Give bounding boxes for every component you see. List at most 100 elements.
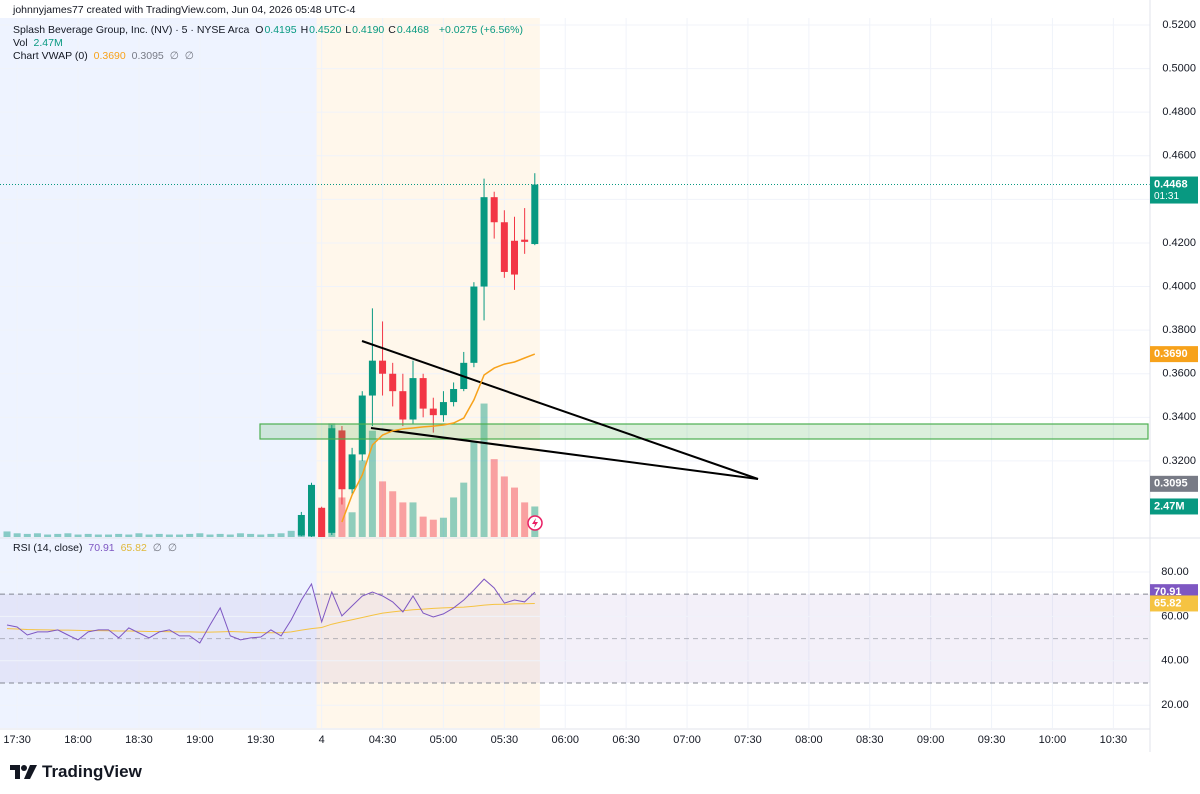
volume-bar <box>500 476 508 537</box>
x-tick-label: 08:00 <box>795 734 823 746</box>
volume-bar <box>490 459 498 537</box>
x-tick-label: 06:30 <box>612 734 640 746</box>
trend-line <box>361 340 759 480</box>
brand: TradingView <box>10 762 142 782</box>
volume-bar <box>419 516 427 537</box>
volume-bar <box>176 534 184 537</box>
candle-body <box>348 454 356 490</box>
volume-bar <box>74 534 82 537</box>
volume-layer <box>3 403 539 537</box>
volume-bar <box>439 517 447 537</box>
volume-bar <box>338 497 346 537</box>
volume-bar <box>247 533 255 537</box>
last-price-tag <box>1150 176 1198 204</box>
volume-bar <box>399 502 407 537</box>
volume-value: 2.47M <box>33 37 63 49</box>
ohlc-value: 0.4195 <box>264 24 297 36</box>
candle-body <box>389 373 397 392</box>
y-tick-label: 0.5000 <box>1162 62 1196 74</box>
x-tick-label: 18:00 <box>64 734 92 746</box>
volume-bar <box>206 534 214 537</box>
change: +0.0275 (+6.56%) <box>438 24 523 36</box>
y-tick-label: 0.4800 <box>1162 106 1196 118</box>
x-tick-label: 10:00 <box>1039 734 1067 746</box>
ohlc-key: H <box>300 24 309 36</box>
rsi-flag: ∅ <box>152 542 162 554</box>
symbol-legend: Splash Beverage Group, Inc. (NV) · 5 · N… <box>13 24 526 37</box>
volume-bar <box>267 533 275 537</box>
trend-line <box>370 427 759 480</box>
indicator-lines <box>0 184 1150 644</box>
ohlc-value: 0.4520 <box>309 24 342 36</box>
volume-bar <box>470 441 478 537</box>
candle-body <box>511 240 518 275</box>
volume-bar <box>186 533 194 537</box>
candle-body <box>521 239 529 242</box>
candle-body <box>470 286 478 363</box>
y-tick-label: 0.3800 <box>1162 324 1196 336</box>
volume-bar <box>257 534 265 537</box>
x-tick-label: 09:00 <box>917 734 945 746</box>
vwap-name: Chart VWAP (0) <box>13 50 88 62</box>
volume-bar <box>521 502 529 537</box>
volume-bar <box>429 519 437 537</box>
candle-body <box>308 484 315 537</box>
y-tick-label: 0.4600 <box>1162 150 1196 162</box>
ohlc-legend: O0.4195 H0.4520 L0.4190 C0.4468 <box>255 24 433 36</box>
volume-bar <box>33 533 41 537</box>
x-tick-label: 09:30 <box>978 734 1006 746</box>
volume-bar <box>389 491 397 537</box>
volume-bar <box>226 534 234 537</box>
volume-bar <box>216 533 224 537</box>
volume-bar <box>44 534 52 537</box>
candle-body <box>439 402 447 416</box>
axis-tag <box>1150 595 1198 612</box>
volume-bar <box>450 497 458 537</box>
rsi-tick-label: 40.00 <box>1161 655 1189 667</box>
volume-bar <box>460 482 468 537</box>
rsi-tick-label: 60.00 <box>1161 610 1189 622</box>
y-tick-label: 0.5200 <box>1162 19 1196 31</box>
ohlc-key: L <box>345 24 352 36</box>
x-tick-label: 19:30 <box>247 734 275 746</box>
candle-body <box>379 360 387 374</box>
rsi-value: 70.91 <box>88 542 115 554</box>
candle-layer <box>297 173 539 537</box>
volume-bar <box>511 487 518 537</box>
volume-bar <box>277 533 285 537</box>
volume-bar <box>287 530 295 537</box>
vwap-value: 0.3095 <box>131 50 164 62</box>
volume-bar <box>84 533 92 537</box>
candle-body <box>500 222 508 272</box>
rsi-tick-label: 80.00 <box>1161 566 1189 578</box>
volume-bar <box>105 534 112 537</box>
x-tick-label: 10:30 <box>1100 734 1128 746</box>
candle-body <box>358 395 366 455</box>
vwap-legend: Chart VWAP (0) 0.3690 0.3095 ∅ ∅ <box>13 50 197 63</box>
session-backgrounds <box>0 18 540 728</box>
brand-logo <box>10 765 37 779</box>
candle-body <box>419 378 427 409</box>
axis-tag-label: 65.82 <box>1154 597 1182 609</box>
x-tick-label: 04:30 <box>369 734 397 746</box>
volume-bar <box>135 533 143 537</box>
volume-bar <box>358 460 366 537</box>
user-drawings <box>259 340 1149 480</box>
x-tick-label: 4 <box>319 734 325 746</box>
rsi-legend: RSI (14, close) 70.91 65.82 ∅ ∅ <box>13 542 180 555</box>
volume-bar <box>379 481 387 537</box>
y-tick-label: 0.4200 <box>1162 237 1196 249</box>
y-tick-label: 0.3600 <box>1162 368 1196 380</box>
candle-body <box>368 360 376 396</box>
rsi-ma-value: 65.82 <box>120 542 147 554</box>
x-tick-label: 08:30 <box>856 734 884 746</box>
candle-body <box>338 430 346 490</box>
candle-body <box>399 391 407 420</box>
alert-icon <box>527 515 543 531</box>
rsi-flag: ∅ <box>167 542 178 554</box>
candle-body <box>409 378 417 420</box>
volume-bar <box>54 533 62 537</box>
axis-tag-label: 0.3095 <box>1154 478 1188 490</box>
ohlc-value: 0.4190 <box>352 24 385 36</box>
